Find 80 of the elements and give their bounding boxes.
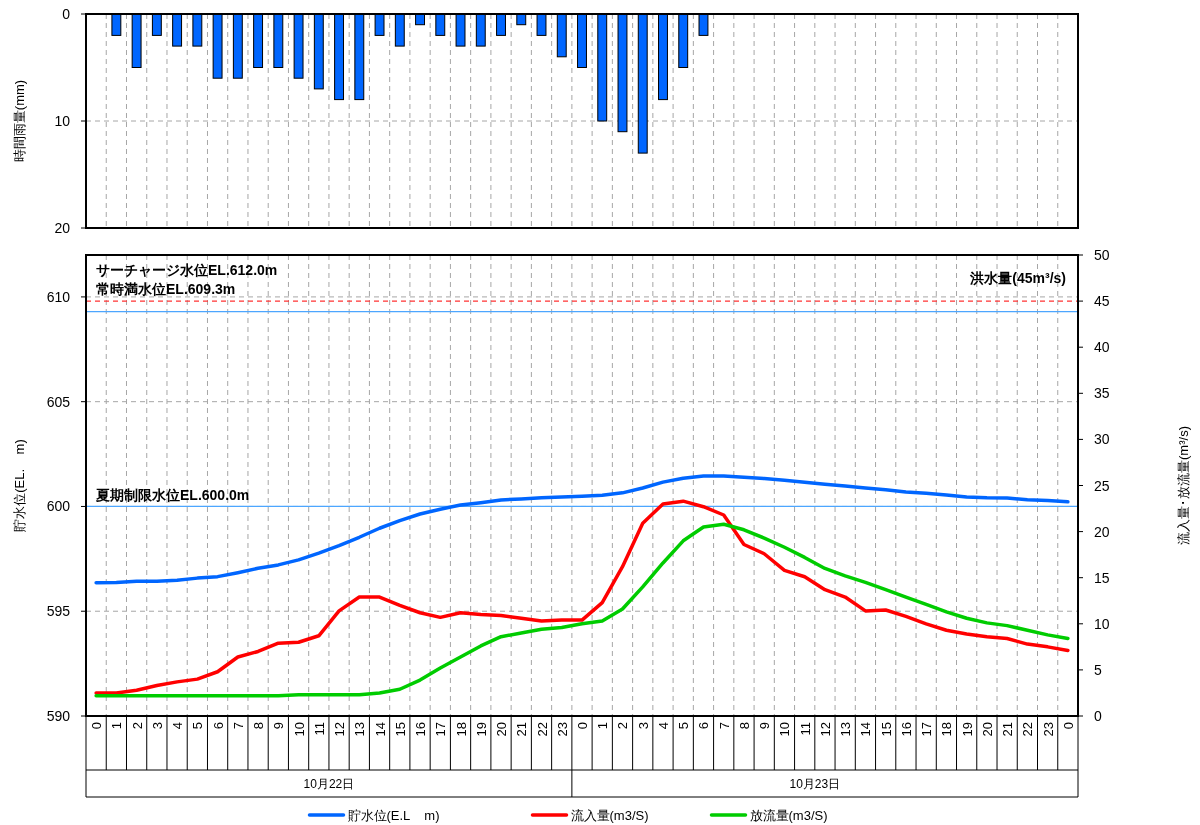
x-tick-label: 15 <box>392 722 408 737</box>
x-tick-label: 8 <box>251 722 267 730</box>
text: 10月23日 <box>789 777 841 791</box>
x-tick-label: 9 <box>757 722 773 730</box>
y-tick-label: 20 <box>54 220 71 236</box>
x-tick-label: 8 <box>736 722 752 730</box>
x-tick-label: 21 <box>514 722 530 737</box>
x-tick-label: 14 <box>858 722 874 737</box>
x-tick-label: 20 <box>494 722 510 737</box>
y2-tick-label: 5 <box>1094 661 1102 678</box>
x-tick-label: 0 <box>89 722 105 730</box>
x-tick-label: 4 <box>170 722 186 730</box>
x-tick-label: 18 <box>939 722 955 737</box>
x-tick-label: 22 <box>534 722 550 737</box>
legend-label: 放流量(m3/S) <box>749 808 828 823</box>
x-tick-label: 13 <box>838 722 854 737</box>
ref-line-label: 夏期制限水位EL.600.0m <box>95 487 250 504</box>
y2-axis-title: 流入量･放流量(m³/s) <box>1176 426 1191 545</box>
x-tick-label: 7 <box>230 722 246 730</box>
x-tick-label: 23 <box>554 722 570 737</box>
y2-tick-label: 15 <box>1094 569 1110 586</box>
y-tick-label: 0 <box>62 6 71 22</box>
annotation: サーチャージ水位EL.612.0m <box>96 262 278 278</box>
x-tick-label: 16 <box>898 722 914 737</box>
y-axis-title: 時間雨量(mm) <box>12 79 27 163</box>
x-tick-label: 1 <box>109 722 125 730</box>
x-tick-label: 3 <box>149 722 165 730</box>
x-tick-label: 14 <box>372 722 388 737</box>
y-tick-label: 600 <box>46 498 71 515</box>
x-tick-label: 19 <box>959 722 975 737</box>
x-tick-label: 17 <box>919 722 935 737</box>
x-tick-label: 12 <box>817 722 833 737</box>
legend-label: 流入量(m3/S) <box>570 808 649 823</box>
x-tick-label: 3 <box>635 722 651 730</box>
text: 10月22日 <box>303 777 355 791</box>
x-tick-label: 9 <box>271 722 287 730</box>
x-tick-label: 10 <box>777 722 793 737</box>
y-tick-label: 595 <box>46 603 71 620</box>
y2-tick-label: 20 <box>1094 523 1110 540</box>
y-tick-label: 610 <box>46 288 71 305</box>
ref-line-label: 常時満水位EL.609.3m <box>96 280 236 297</box>
line-series <box>94 474 1070 585</box>
y2-tick-label: 45 <box>1094 293 1110 310</box>
x-tick-label: 2 <box>615 722 631 730</box>
x-tick-label: 6 <box>210 722 226 730</box>
x-tick-label: 20 <box>979 722 995 737</box>
y-axis-title: 貯水位(EL. m) <box>12 439 27 532</box>
ref-line-label: 洪水量(45m³/s) <box>969 270 1066 287</box>
y2-tick-label: 40 <box>1094 339 1110 356</box>
y2-tick-label: 25 <box>1094 477 1110 494</box>
x-tick-label: 5 <box>676 722 692 730</box>
x-tick-label: 18 <box>453 722 469 737</box>
x-tick-label: 17 <box>433 722 449 737</box>
x-tick-label: 7 <box>716 722 732 730</box>
x-tick-label: 15 <box>878 722 894 737</box>
x-tick-label: 13 <box>352 722 368 737</box>
y2-tick-label: 30 <box>1094 431 1110 448</box>
x-tick-label: 11 <box>797 722 813 736</box>
x-tick-label: 12 <box>332 722 348 737</box>
y-tick-label: 590 <box>46 708 71 724</box>
x-tick-label: 6 <box>696 722 712 730</box>
x-tick-label: 2 <box>129 722 145 730</box>
y2-tick-label: 50 <box>1094 247 1110 263</box>
x-tick-label: 10 <box>291 722 307 737</box>
x-tick-label: 4 <box>655 722 671 730</box>
y-tick-label: 605 <box>46 393 71 410</box>
legend-label: 貯水位(E.L m) <box>347 808 440 823</box>
x-tick-label: 1 <box>595 722 611 730</box>
x-tick-label: 0 <box>1060 722 1076 730</box>
x-tick-label: 21 <box>1000 722 1016 737</box>
x-tick-label: 22 <box>1020 722 1036 737</box>
y-tick-label: 10 <box>54 113 71 129</box>
y2-tick-label: 10 <box>1094 615 1110 632</box>
x-tick-label: 23 <box>1040 722 1056 737</box>
x-tick-label: 0 <box>575 722 590 730</box>
x-tick-label: 5 <box>190 722 206 730</box>
y2-tick-label: 35 <box>1094 385 1110 402</box>
x-tick-label: 11 <box>311 722 327 736</box>
x-tick-label: 16 <box>413 722 429 737</box>
x-tick-label: 19 <box>473 722 489 737</box>
